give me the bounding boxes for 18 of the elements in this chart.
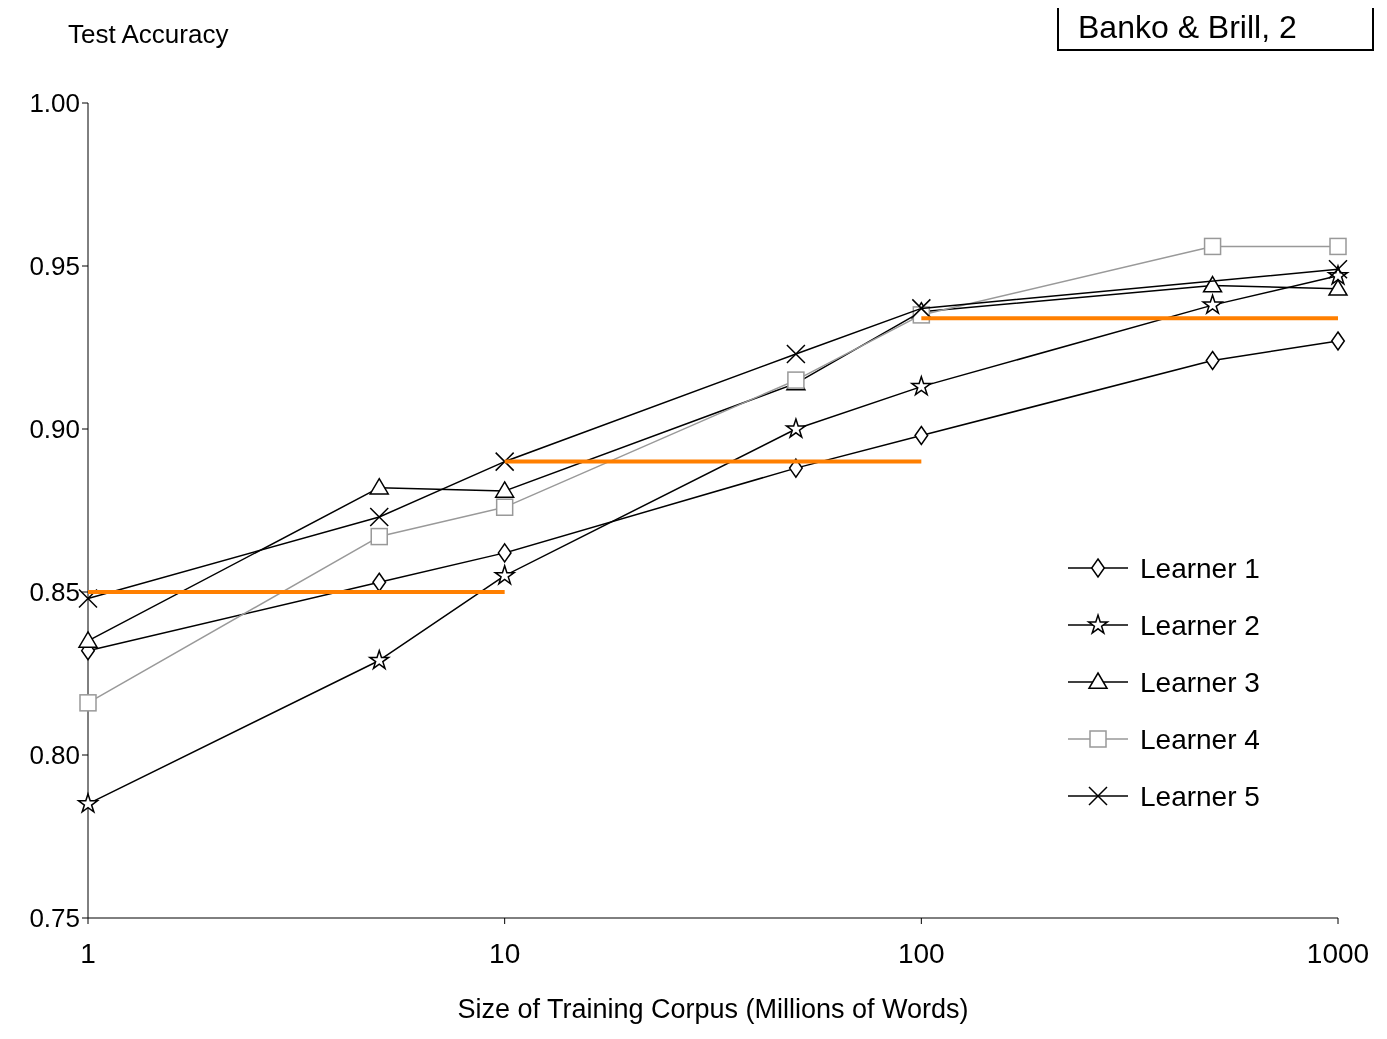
x-axis-title: Size of Training Corpus (Millions of Words) (457, 994, 969, 1024)
y-tick-label: 0.75 (29, 903, 80, 933)
y-tick-label: 1.00 (29, 88, 80, 118)
x-tick-label: 1 (80, 938, 96, 969)
y-axis-title: Test Accuracy (68, 19, 229, 49)
x-tick-label: 1000 (1306, 938, 1370, 969)
legend-label: Learner 1 (1140, 553, 1260, 584)
y-tick-label: 0.95 (29, 251, 80, 281)
y-tick-label: 0.90 (29, 414, 80, 444)
text: Banko & Brill, 2 (1078, 9, 1297, 45)
legend-label: Learner 3 (1140, 667, 1260, 698)
legend-label: Learner 5 (1140, 781, 1260, 812)
y-tick-label: 0.85 (29, 577, 80, 607)
legend-label: Learner 4 (1140, 724, 1260, 755)
legend-label: Learner 2 (1140, 610, 1260, 641)
x-tick-label: 10 (489, 938, 521, 969)
y-tick-label: 0.80 (29, 740, 80, 770)
x-tick-label: 100 (897, 938, 945, 969)
